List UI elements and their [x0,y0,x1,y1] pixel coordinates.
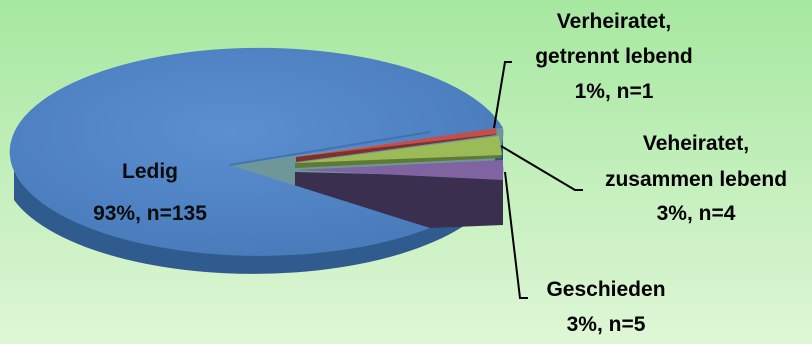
leader-line-geschieden [504,171,528,299]
slice-ledig [9,47,504,256]
slice-zusammen [295,136,502,163]
label-getrennt-line1: Verheiratet, [557,10,671,33]
value-geschieden: 3%, n=5 [567,313,646,336]
value-ledig: 93%, n=135 [93,202,207,225]
value-getrennt: 1%, n=1 [575,80,654,103]
label-geschieden: Geschieden [546,278,665,301]
label-ledig: Ledig [122,160,178,183]
label-getrennt-line2: getrennt lebend [535,45,693,68]
pie-top-layer [9,47,504,256]
label-zusammen-line1: Veheiratet, [643,132,749,155]
leader-line-zusammen [500,145,583,191]
slice-geschieden-side [295,172,503,228]
value-zusammen: 3%, n=4 [657,202,736,225]
slice-ledig-edge-highlight [229,131,431,166]
label-zusammen-line2: zusammen lebend [605,168,787,191]
slice-geschieden [295,160,503,180]
slice-getrennt [296,128,497,157]
leader-lines [493,61,583,299]
leader-line-getrennt [493,61,512,129]
